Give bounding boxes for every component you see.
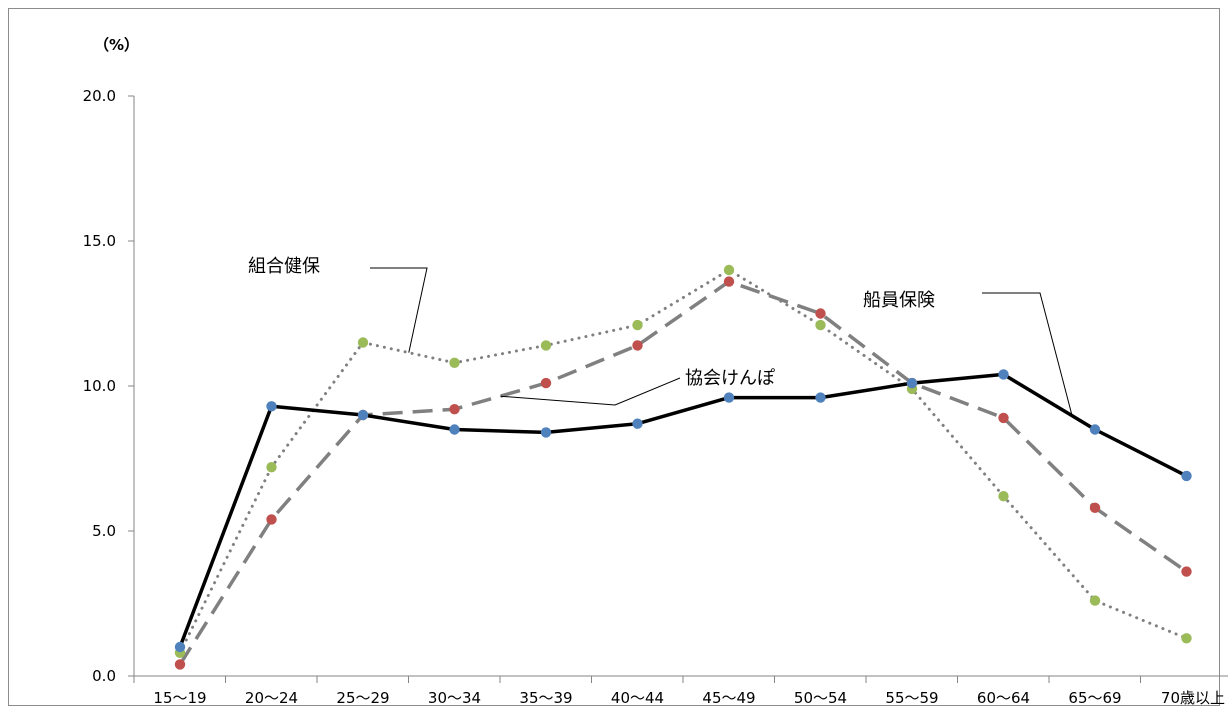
data-point-s1-4: [540, 377, 552, 389]
data-point-s1-11: [1181, 566, 1192, 577]
callout-label-2: 船員保険: [863, 290, 935, 311]
callout-leader-0: [370, 267, 428, 353]
y-tick-label: 0.0: [92, 667, 116, 685]
data-point-s2-3: [449, 357, 460, 368]
data-point-s0-2: [357, 409, 369, 421]
data-point-s2-11: [1181, 633, 1192, 644]
data-point-s0-3: [449, 424, 460, 435]
data-point-s0-11: [1181, 470, 1192, 482]
data-point-s0-10: [1089, 424, 1101, 435]
data-point-s2-5: [632, 319, 643, 331]
x-tick-label: 20〜24: [245, 689, 298, 707]
data-point-s0-4: [540, 427, 552, 438]
data-point-s2-9: [998, 491, 1009, 502]
data-point-s1-9: [998, 412, 1009, 424]
data-point-s2-4: [540, 340, 552, 351]
series-lines: [178, 268, 1189, 666]
data-point-s2-6: [723, 264, 735, 276]
y-tick-label: 20.0: [83, 87, 116, 105]
data-point-s2-2: [357, 337, 369, 348]
data-point-s1-10: [1089, 502, 1101, 513]
x-tick-label: 30〜34: [428, 689, 481, 707]
data-point-s0-7: [815, 392, 826, 403]
data-point-s1-7: [815, 308, 826, 319]
series-line-1: [178, 279, 1188, 666]
data-point-s1-6: [723, 276, 735, 287]
data-point-s1-1: [266, 514, 277, 525]
callout-leader-1: [500, 377, 681, 406]
data-point-s0-6: [723, 392, 735, 403]
y-tick-label: 5.0: [92, 522, 116, 540]
series-line-0: [178, 372, 1189, 649]
x-tick-label: 45〜49: [702, 689, 755, 707]
data-point-s1-5: [632, 340, 643, 351]
y-tick-label: 15.0: [83, 232, 116, 250]
data-point-s0-8: [906, 377, 918, 389]
axes: 0.0 5.0 10.0 15.0 20.0 15〜19 20〜24 25〜29 30〜34 35…: [83, 87, 1228, 707]
data-point-s0-0: [174, 641, 186, 653]
data-point-s2-7: [815, 319, 826, 331]
x-tick-label: 35〜39: [519, 689, 572, 707]
data-point-s2-10: [1089, 595, 1101, 606]
x-tick-label: 60〜64: [977, 689, 1030, 707]
chart-border: [8, 8, 1220, 706]
callout-leader-2: [982, 292, 1073, 416]
data-point-s0-5: [632, 418, 643, 429]
data-point-s1-3: [449, 404, 460, 415]
data-point-s0-9: [998, 369, 1009, 380]
y-tick-label: 10.0: [83, 377, 116, 395]
y-unit-label: （%）: [94, 36, 139, 54]
x-tick-label: 55〜59: [885, 689, 938, 707]
x-tick-label: 25〜29: [336, 689, 389, 707]
callout-label-1: 協会けんぽ: [685, 368, 775, 389]
x-tick-label: 50〜54: [794, 689, 847, 707]
x-tick-label: 40〜44: [611, 689, 664, 707]
x-tick-label: 65〜69: [1068, 689, 1121, 707]
x-tick-label: 15〜19: [153, 689, 206, 707]
data-point-s0-1: [266, 401, 277, 412]
data-point-s1-0: [174, 659, 186, 670]
x-tick-label: 70歳以上: [1161, 689, 1225, 707]
data-point-s2-1: [266, 462, 277, 473]
series-markers: [174, 264, 1192, 670]
series-line-2: [178, 268, 1188, 655]
callout-label-0: 組合健保: [248, 256, 320, 277]
